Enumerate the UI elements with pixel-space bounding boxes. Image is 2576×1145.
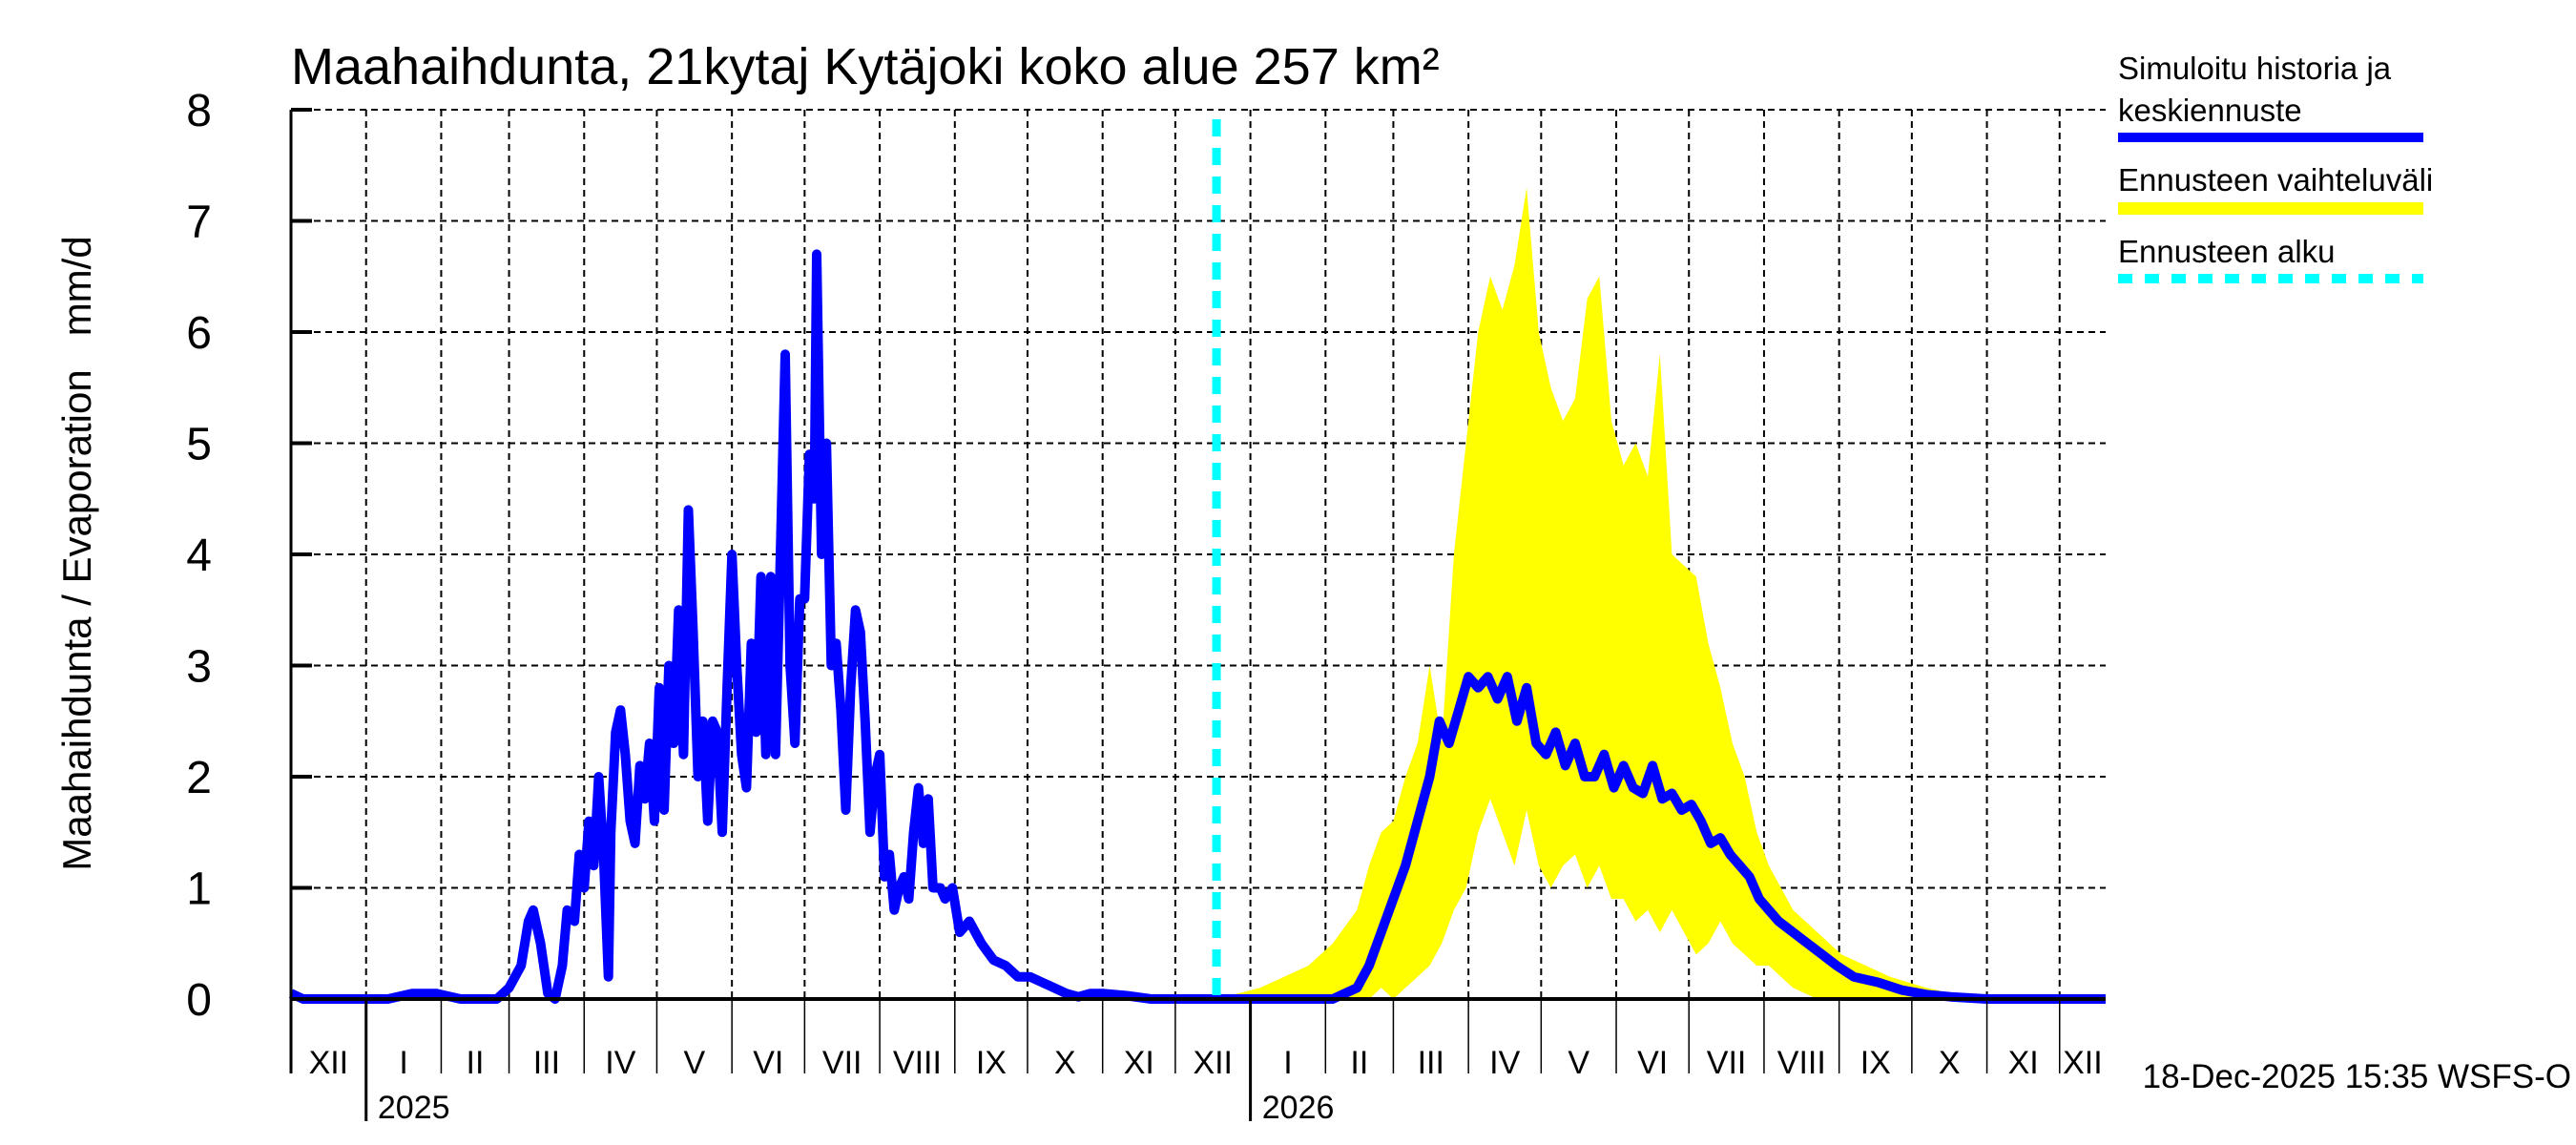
chart-title: Maahaihdunta, 21kytaj Kytäjoki koko alue… bbox=[291, 38, 1440, 95]
month-label: VII bbox=[822, 1045, 862, 1081]
legend: Simuloitu historia ja keskiennuste Ennuste… bbox=[2118, 51, 2433, 283]
y-tick-label: 3 bbox=[186, 642, 212, 693]
axes bbox=[289, 108, 2106, 1121]
y-tick-label: 1 bbox=[186, 864, 212, 915]
month-label: VI bbox=[753, 1045, 783, 1081]
month-label: VIII bbox=[893, 1045, 942, 1081]
month-label: IX bbox=[976, 1045, 1007, 1081]
month-label: I bbox=[1283, 1045, 1292, 1081]
y-tick-label: 8 bbox=[186, 86, 212, 136]
month-label: III bbox=[1418, 1045, 1444, 1081]
month-label: VI bbox=[1637, 1045, 1668, 1081]
month-label: IX bbox=[1860, 1045, 1891, 1081]
legend-swatch-band bbox=[2118, 202, 2423, 215]
legend-label: Ennusteen vaihteluväli bbox=[2118, 162, 2433, 198]
month-label: XII bbox=[1193, 1045, 1233, 1081]
y-tick-label: 0 bbox=[186, 975, 212, 1026]
y-tick-label: 4 bbox=[186, 531, 212, 581]
y-tick-label: 7 bbox=[186, 198, 212, 248]
month-label: III bbox=[533, 1045, 560, 1081]
month-label: II bbox=[467, 1045, 485, 1081]
legend-label: Ennusteen alku bbox=[2118, 234, 2336, 269]
y-axis-labels: 0 1 2 3 4 5 6 7 8 bbox=[186, 86, 212, 1026]
month-label: X bbox=[1939, 1045, 1961, 1081]
x-axis-labels: XII I II III IV V VI VII VIII IX X XI XII I II III IV V VI… bbox=[309, 1045, 2103, 1126]
month-label: XI bbox=[1124, 1045, 1154, 1081]
footer-timestamp: 18-Dec-2025 15:35 WSFS-O bbox=[2143, 1058, 2571, 1095]
legend-label: keskiennuste bbox=[2118, 93, 2302, 128]
series-line bbox=[288, 119, 2106, 1004]
month-label: VIII bbox=[1777, 1045, 1826, 1081]
month-label: XII bbox=[309, 1045, 349, 1081]
y-tick-label: 6 bbox=[186, 308, 212, 359]
month-label: V bbox=[1568, 1045, 1589, 1081]
month-label: IV bbox=[605, 1045, 635, 1081]
simulated-evaporation-line bbox=[288, 249, 2106, 1004]
month-label: IV bbox=[1489, 1045, 1520, 1081]
y-tick-label: 5 bbox=[186, 420, 212, 470]
y-tick-label: 2 bbox=[186, 753, 212, 803]
legend-swatch-line bbox=[2118, 133, 2423, 142]
month-label: II bbox=[1350, 1045, 1368, 1081]
legend-label: Simuloitu historia ja bbox=[2118, 51, 2392, 86]
month-label: XII bbox=[2063, 1045, 2103, 1081]
month-label: VII bbox=[1707, 1045, 1747, 1081]
forecast-range-area bbox=[1216, 187, 1987, 1000]
y-axis-label: Maahaihdunta / Evaporation mm/d bbox=[54, 236, 99, 870]
month-label: I bbox=[399, 1045, 407, 1081]
month-label: V bbox=[683, 1045, 705, 1081]
month-label: X bbox=[1054, 1045, 1076, 1081]
forecast-band bbox=[1216, 187, 1987, 1000]
year-label: 2025 bbox=[378, 1090, 450, 1126]
month-label: XI bbox=[2008, 1045, 2039, 1081]
grid bbox=[291, 109, 2106, 999]
year-label: 2026 bbox=[1262, 1090, 1335, 1126]
